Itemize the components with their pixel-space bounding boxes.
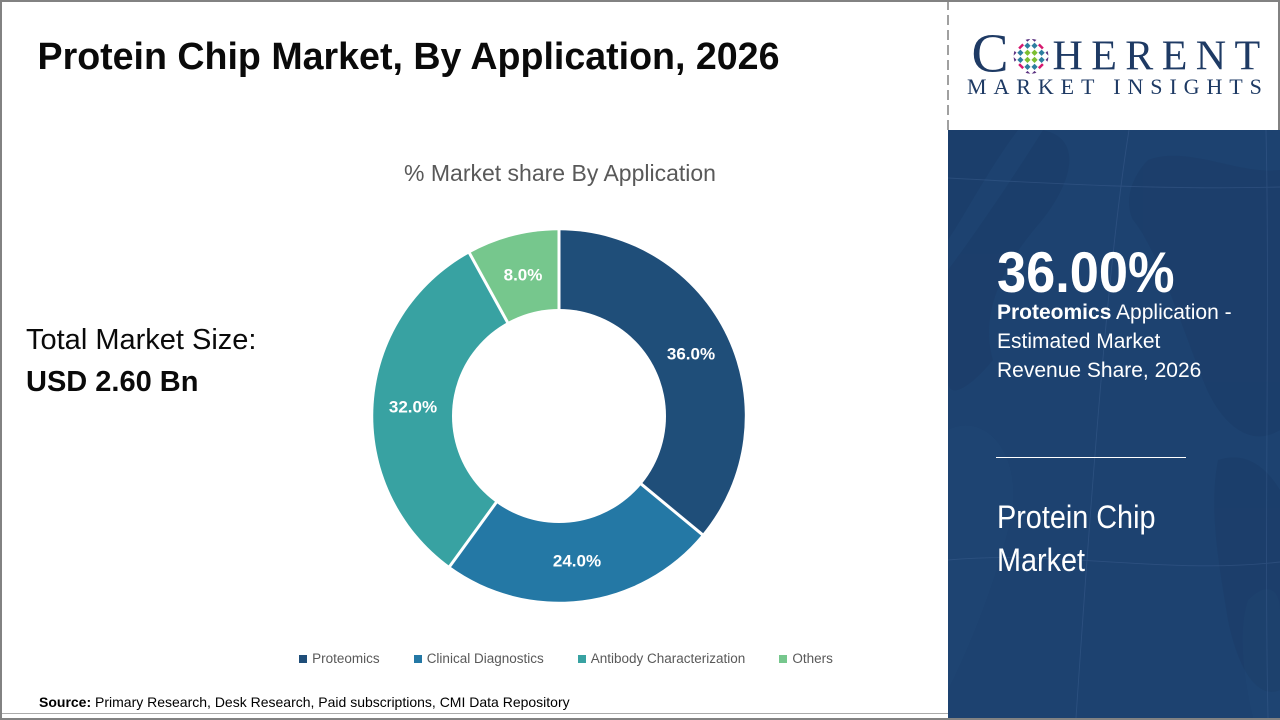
svg-text:MARKET INSIGHTS: MARKET INSIGHTS bbox=[967, 74, 1269, 99]
svg-text:HERENT: HERENT bbox=[1053, 33, 1269, 79]
svg-text:32.0%: 32.0% bbox=[389, 398, 437, 417]
svg-text:36.0%: 36.0% bbox=[667, 345, 715, 364]
svg-text:24.0%: 24.0% bbox=[553, 552, 601, 571]
svg-text:8.0%: 8.0% bbox=[504, 266, 543, 285]
svg-text:C: C bbox=[972, 24, 1009, 85]
